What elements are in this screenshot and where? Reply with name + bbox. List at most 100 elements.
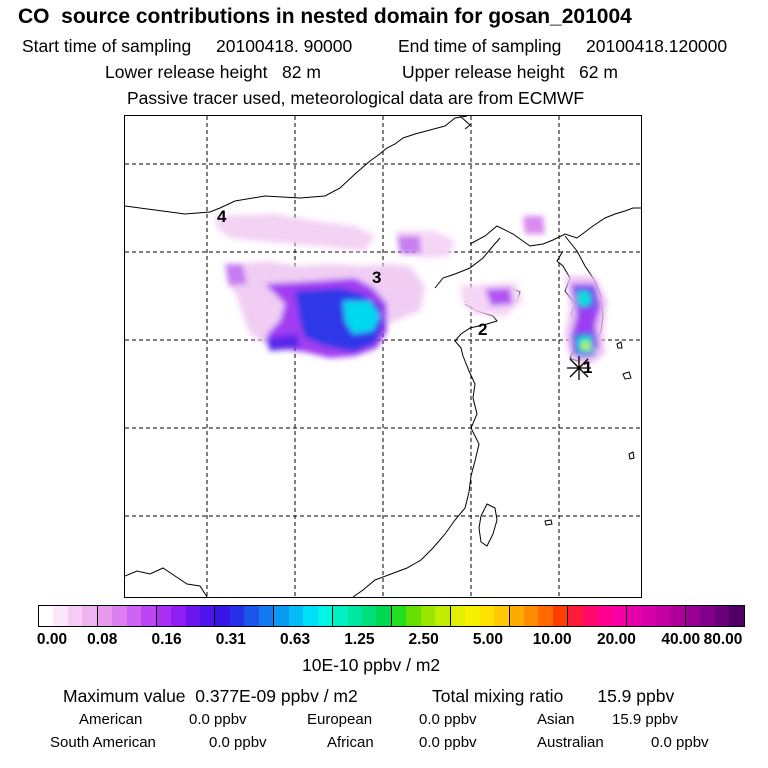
colorbar-swatch bbox=[552, 606, 569, 626]
plume-pale-north bbox=[215, 214, 375, 251]
plume-pale-ne bbox=[523, 216, 545, 234]
colorbar-swatch bbox=[333, 606, 348, 626]
region-label-4: 4 bbox=[217, 207, 227, 226]
colorbar-tick-label: 1.25 bbox=[344, 631, 375, 648]
colorbar-swatch bbox=[406, 606, 421, 626]
colorbar-swatch bbox=[347, 606, 362, 626]
start-time-label: Start time of sampling bbox=[22, 36, 192, 56]
colorbar-swatch bbox=[185, 606, 200, 626]
colorbar-swatch bbox=[82, 606, 98, 626]
receptor-asterisk-icon bbox=[567, 356, 591, 380]
colorbar-swatch bbox=[67, 606, 83, 626]
plume-cyan-korea-n bbox=[577, 292, 591, 306]
colorbar-swatch bbox=[656, 606, 671, 626]
australian-value: 0.0 ppbv bbox=[651, 734, 709, 751]
colorbar-swatch bbox=[215, 606, 230, 626]
colorbar-tick-label: 5.00 bbox=[472, 631, 503, 648]
colorbar-swatch bbox=[376, 606, 392, 626]
american-value: 0.0 ppbv bbox=[189, 711, 247, 728]
colorbar-swatch bbox=[670, 606, 686, 626]
northern-border bbox=[125, 116, 468, 215]
maximum-value: Maximum value 0.377E-09 ppbv / m2 bbox=[63, 686, 358, 706]
colorbar-tick-label: 80.00 bbox=[703, 631, 743, 648]
plume-blue-west bbox=[265, 334, 300, 351]
map-svg: 4 3 2 1 bbox=[125, 116, 641, 597]
colorbar-swatch bbox=[611, 606, 628, 626]
colorbar-swatch bbox=[39, 606, 54, 626]
colorbar bbox=[38, 605, 745, 627]
african-label: African bbox=[327, 734, 374, 751]
colorbar-tick-label: 10.00 bbox=[532, 631, 572, 648]
colorbar-swatch bbox=[538, 606, 553, 626]
island-b bbox=[628, 451, 635, 460]
south-american-label: South American bbox=[50, 734, 156, 751]
colorbar-swatch bbox=[568, 606, 583, 626]
american-label: American bbox=[79, 711, 143, 728]
colorbar-swatch bbox=[494, 606, 510, 626]
colorbar-swatch bbox=[597, 606, 612, 626]
plume-purple-small bbox=[225, 264, 247, 286]
colorbar-swatch bbox=[126, 606, 142, 626]
colorbar-swatch bbox=[479, 606, 495, 626]
colorbar-tick-label: 40.00 bbox=[661, 631, 701, 648]
island-c bbox=[616, 341, 623, 349]
colorbar-swatch bbox=[361, 606, 377, 626]
colorbar-swatch bbox=[450, 606, 466, 626]
region-label-2: 2 bbox=[478, 320, 487, 339]
island-d bbox=[544, 519, 553, 526]
colorbar-swatch bbox=[700, 606, 715, 626]
colorbar-swatch bbox=[288, 606, 304, 626]
east-china-coast bbox=[352, 355, 480, 597]
lower-release-height: Lower release height 82 m bbox=[105, 62, 321, 82]
tracer-note: Passive tracer used, meteorological data… bbox=[127, 88, 585, 108]
figure-title: CO source contributions in nested domain… bbox=[18, 5, 632, 28]
korea-border bbox=[469, 207, 641, 247]
grid-layer bbox=[125, 116, 641, 597]
south-american-value: 0.0 ppbv bbox=[209, 734, 267, 751]
colorbar-swatch bbox=[435, 606, 451, 626]
southwest-border bbox=[125, 567, 208, 597]
colorbar-tick-label: 0.31 bbox=[215, 631, 246, 648]
colorbar-swatch bbox=[53, 606, 68, 626]
asian-label: Asian bbox=[537, 711, 575, 728]
total-mixing-ratio: Total mixing ratio 15.9 ppbv bbox=[432, 686, 675, 706]
end-time-value: 20100418.120000 bbox=[586, 36, 728, 56]
end-time-label: End time of sampling bbox=[398, 36, 562, 56]
colorbar-swatch bbox=[112, 606, 127, 626]
colorbar-tick-label: 0.16 bbox=[151, 631, 182, 648]
colorbar-tick-label: 0.63 bbox=[279, 631, 311, 648]
colorbar-swatch bbox=[274, 606, 289, 626]
colorbar-swatch bbox=[509, 606, 524, 626]
colorbar-tick-label: 0.08 bbox=[87, 631, 118, 648]
island-a bbox=[622, 371, 632, 380]
african-value: 0.0 ppbv bbox=[419, 734, 477, 751]
plume-purple-north bbox=[397, 236, 421, 254]
colorbar-swatch bbox=[229, 606, 245, 626]
northeast-border bbox=[459, 116, 471, 130]
colorbar-swatch bbox=[714, 606, 730, 626]
colorbar-tick-label: 20.00 bbox=[597, 631, 636, 648]
taiwan-island bbox=[478, 503, 498, 547]
plume-yellow-korea bbox=[582, 342, 590, 350]
plume-purple-bohai bbox=[485, 288, 513, 306]
upper-release-height: Upper release height 62 m bbox=[402, 62, 618, 82]
colorbar-swatch bbox=[303, 606, 318, 626]
bohai-coast bbox=[434, 237, 501, 289]
colorbar-swatch bbox=[582, 606, 598, 626]
colorbar-swatch bbox=[627, 606, 642, 626]
colorbar-swatch bbox=[523, 606, 539, 626]
european-value: 0.0 ppbv bbox=[419, 711, 477, 728]
colorbar-swatch bbox=[258, 606, 275, 626]
map-panel: 4 3 2 1 bbox=[124, 115, 642, 598]
colorbar-swatch bbox=[97, 606, 113, 626]
colorbar-swatch bbox=[317, 606, 334, 626]
colorbar-tick-label: 2.50 bbox=[408, 631, 439, 648]
colorbar-swatch bbox=[685, 606, 701, 626]
australian-label: Australian bbox=[537, 734, 604, 751]
colorbar-swatch bbox=[641, 606, 657, 626]
colorbar-swatch bbox=[244, 606, 259, 626]
colorbar-unit: 10E-10 ppbv / m2 bbox=[302, 655, 441, 675]
concentration-field bbox=[215, 214, 607, 366]
colorbar-swatch bbox=[729, 606, 744, 626]
colorbar-swatch bbox=[391, 606, 407, 626]
